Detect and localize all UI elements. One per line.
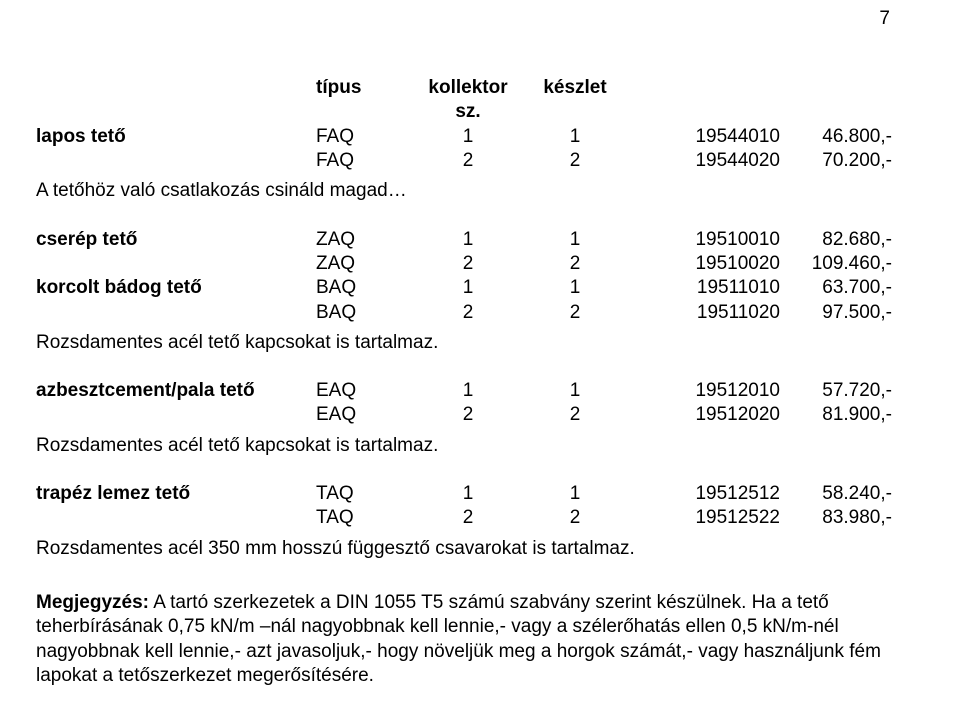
cell-blank xyxy=(36,252,316,276)
cell-blank xyxy=(36,149,316,173)
cell-type: FAQ xyxy=(316,125,416,149)
cell-blank xyxy=(36,506,316,530)
table-header: típus kollektor sz. készlet xyxy=(36,76,900,125)
cell-n1: 1 xyxy=(416,228,520,252)
table-row: lapos tető FAQ 1 1 19544010 46.800,- xyxy=(36,125,900,149)
header-set: készlet xyxy=(520,76,630,125)
cell-blank xyxy=(36,301,316,325)
document-body: típus kollektor sz. készlet lapos tető F… xyxy=(36,76,900,688)
cell-n1: 1 xyxy=(416,125,520,149)
final-note: Megjegyzés: A tartó szerkezetek a DIN 10… xyxy=(36,591,900,688)
table-row: cserép tető ZAQ 1 1 19510010 82.680,- xyxy=(36,228,900,252)
cell-price: 63.700,- xyxy=(780,276,892,300)
cell-type: EAQ xyxy=(316,403,416,427)
cell-n1: 2 xyxy=(416,301,520,325)
section-note: Rozsdamentes acél 350 mm hosszú függeszt… xyxy=(36,537,900,561)
cell-price: 46.800,- xyxy=(780,125,892,149)
page-number: 7 xyxy=(879,8,890,30)
cell-type: ZAQ xyxy=(316,228,416,252)
cell-code: 19512010 xyxy=(630,379,780,403)
cell-type: FAQ xyxy=(316,149,416,173)
cell-n2: 1 xyxy=(520,379,630,403)
cell-n2: 1 xyxy=(520,125,630,149)
cell-type: BAQ xyxy=(316,276,416,300)
cell-type: ZAQ xyxy=(316,252,416,276)
cell-n2: 2 xyxy=(520,149,630,173)
cell-code: 19512512 xyxy=(630,482,780,506)
section-label: korcolt bádog tető xyxy=(36,276,316,300)
table-row: ZAQ 2 2 19510020 109.460,- xyxy=(36,252,900,276)
cell-code: 19544020 xyxy=(630,149,780,173)
table-row: korcolt bádog tető BAQ 1 1 19511010 63.7… xyxy=(36,276,900,300)
cell-price: 109.460,- xyxy=(780,252,892,276)
table-row: azbesztcement/pala tető EAQ 1 1 19512010… xyxy=(36,379,900,403)
cell-n2: 1 xyxy=(520,276,630,300)
cell-blank xyxy=(36,403,316,427)
header-collector: kollektor sz. xyxy=(416,76,520,125)
table-row: EAQ 2 2 19512020 81.900,- xyxy=(36,403,900,427)
cell-price: 58.240,- xyxy=(780,482,892,506)
table-row: FAQ 2 2 19544020 70.200,- xyxy=(36,149,900,173)
cell-code: 19511010 xyxy=(630,276,780,300)
table-row: TAQ 2 2 19512522 83.980,- xyxy=(36,506,900,530)
section-note: Rozsdamentes acél tető kapcsokat is tart… xyxy=(36,434,900,458)
table-row: BAQ 2 2 19511020 97.500,- xyxy=(36,301,900,325)
cell-n2: 1 xyxy=(520,228,630,252)
cell-price: 57.720,- xyxy=(780,379,892,403)
cell-n1: 2 xyxy=(416,252,520,276)
header-blank3 xyxy=(780,76,892,125)
cell-code: 19510020 xyxy=(630,252,780,276)
cell-code: 19512522 xyxy=(630,506,780,530)
section-label: lapos tető xyxy=(36,125,316,149)
cell-n2: 2 xyxy=(520,301,630,325)
cell-type: TAQ xyxy=(316,482,416,506)
final-note-text: A tartó szerkezetek a DIN 1055 T5 számú … xyxy=(36,592,881,686)
section-note: Rozsdamentes acél tető kapcsokat is tart… xyxy=(36,331,900,355)
final-note-label: Megjegyzés: xyxy=(36,592,149,613)
cell-n2: 2 xyxy=(520,252,630,276)
cell-code: 19544010 xyxy=(630,125,780,149)
table-row: trapéz lemez tető TAQ 1 1 19512512 58.24… xyxy=(36,482,900,506)
cell-n2: 2 xyxy=(520,403,630,427)
cell-n1: 2 xyxy=(416,403,520,427)
section-label: cserép tető xyxy=(36,228,316,252)
cell-price: 70.200,- xyxy=(780,149,892,173)
section-label: azbesztcement/pala tető xyxy=(36,379,316,403)
cell-n2: 2 xyxy=(520,506,630,530)
cell-code: 19510010 xyxy=(630,228,780,252)
section-note: A tetőhöz való csatlakozás csináld magad… xyxy=(36,179,900,203)
cell-type: EAQ xyxy=(316,379,416,403)
cell-code: 19511020 xyxy=(630,301,780,325)
cell-n1: 2 xyxy=(416,149,520,173)
cell-n1: 2 xyxy=(416,506,520,530)
header-blank2 xyxy=(630,76,780,125)
cell-n1: 1 xyxy=(416,379,520,403)
cell-n2: 1 xyxy=(520,482,630,506)
cell-code: 19512020 xyxy=(630,403,780,427)
cell-price: 97.500,- xyxy=(780,301,892,325)
cell-n1: 1 xyxy=(416,482,520,506)
cell-n1: 1 xyxy=(416,276,520,300)
cell-price: 82.680,- xyxy=(780,228,892,252)
cell-type: TAQ xyxy=(316,506,416,530)
header-blank xyxy=(36,76,316,125)
cell-type: BAQ xyxy=(316,301,416,325)
header-type: típus xyxy=(316,76,416,125)
section-label: trapéz lemez tető xyxy=(36,482,316,506)
cell-price: 81.900,- xyxy=(780,403,892,427)
cell-price: 83.980,- xyxy=(780,506,892,530)
